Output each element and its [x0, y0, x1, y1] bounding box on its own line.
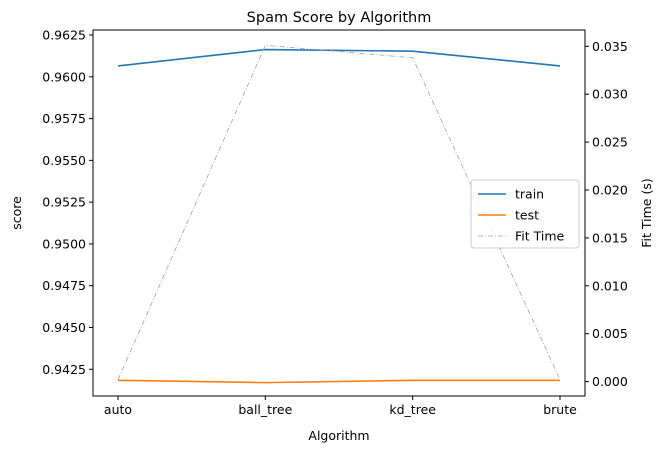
legend: train test Fit Time — [470, 179, 580, 249]
y2-tick-label: 0.005 — [592, 326, 628, 341]
legend-label: test — [515, 208, 539, 223]
y-axis-title: score — [9, 196, 24, 230]
y-tick-label: 0.9425 — [42, 362, 86, 377]
y-tick-label: 0.9475 — [42, 278, 86, 293]
y-axis-right: 0.000 0.005 0.010 0.015 0.020 0.025 0.030 0.035 — [585, 39, 628, 389]
y2-tick-label: 0.000 — [592, 374, 628, 389]
y2-tick-label: 0.025 — [592, 135, 628, 150]
x-axis-title: Algorithm — [308, 428, 369, 443]
chart-title: Spam Score by Algorithm — [247, 10, 432, 26]
y2-tick-label: 0.015 — [592, 230, 628, 245]
y-tick-label: 0.9575 — [42, 111, 86, 126]
x-tick-label: auto — [104, 402, 132, 417]
y-tick-label: 0.9525 — [42, 195, 86, 210]
x-tick-label: ball_tree — [238, 402, 292, 417]
y-tick-label: 0.9550 — [42, 153, 86, 168]
y-tick-label: 0.9600 — [42, 69, 86, 84]
y-tick-label: 0.9625 — [42, 28, 86, 43]
x-tick-label: brute — [543, 402, 577, 417]
x-axis: auto ball_tree kd_tree brute — [104, 396, 577, 417]
y2-tick-label: 0.010 — [592, 278, 628, 293]
legend-box — [470, 179, 580, 249]
legend-label: Fit Time — [515, 229, 565, 244]
y-tick-label: 0.9500 — [42, 236, 86, 251]
y2-axis-title: Fit Time (s) — [639, 178, 654, 247]
x-tick-label: kd_tree — [389, 402, 436, 417]
y-tick-label: 0.9450 — [42, 320, 86, 335]
series-line-test — [117, 379, 560, 384]
y2-tick-label: 0.020 — [592, 183, 628, 198]
y-axis-left: 0.9425 0.9450 0.9475 0.9500 0.9525 0.9550 0.95… — [42, 28, 93, 377]
y2-tick-label: 0.030 — [592, 87, 628, 102]
y2-tick-label: 0.035 — [592, 39, 628, 54]
legend-label: train — [515, 187, 544, 202]
series-line-train — [117, 48, 561, 67]
plot-frame — [92, 29, 586, 397]
